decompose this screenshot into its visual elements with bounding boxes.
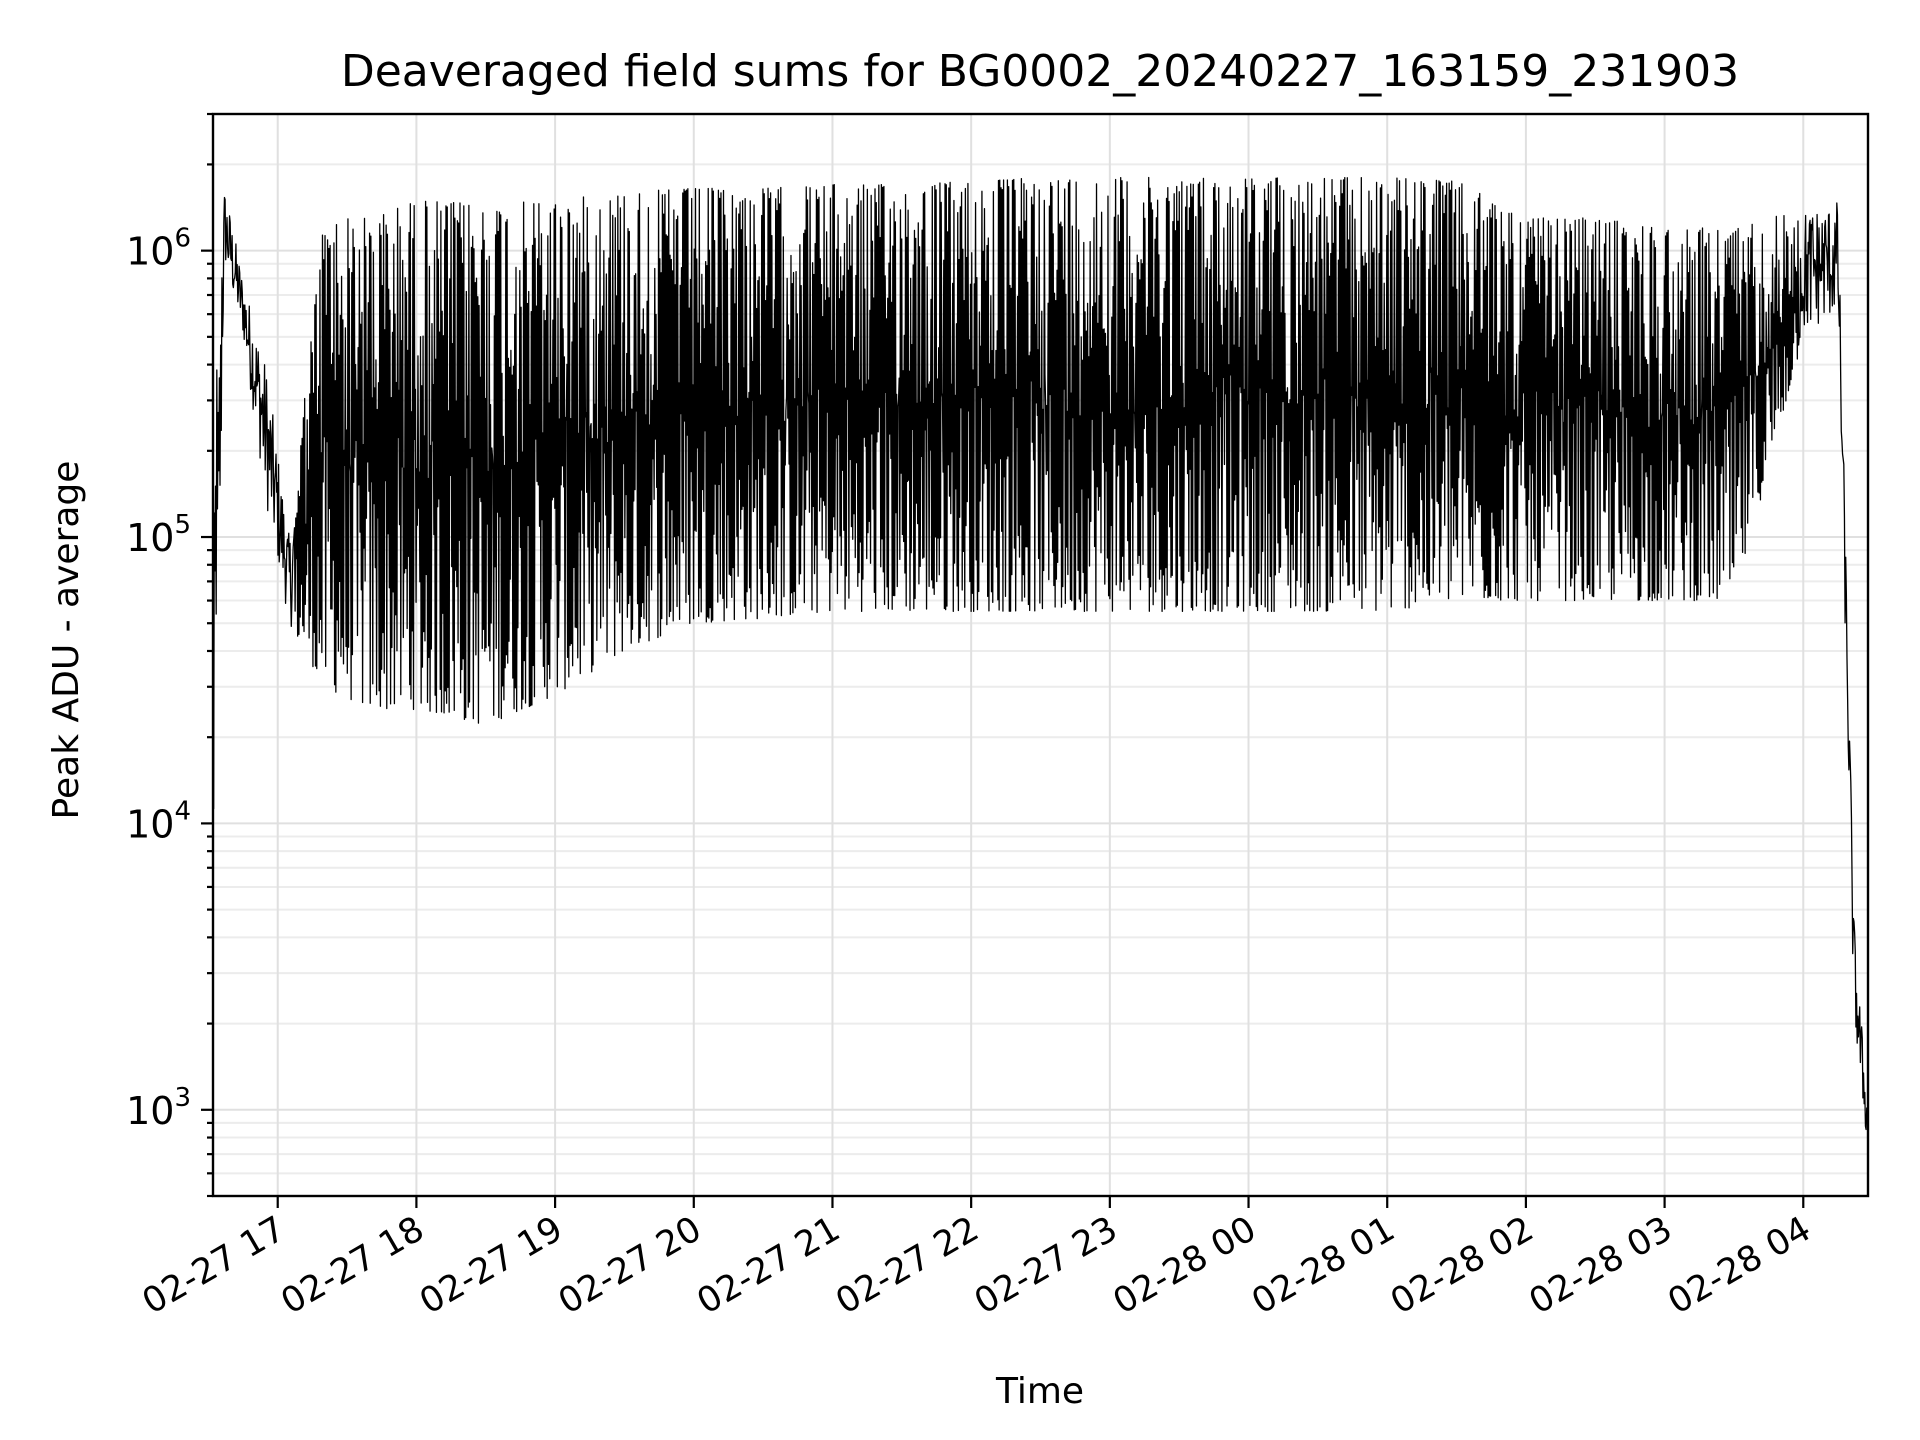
y-tick-label: 104 <box>126 796 191 846</box>
x-tick-label: 02-28 02 <box>1384 1209 1540 1322</box>
x-tick-label: 02-27 22 <box>829 1209 985 1322</box>
x-tick-label: 02-28 00 <box>1107 1209 1263 1322</box>
x-tick-label: 02-28 04 <box>1661 1209 1817 1322</box>
plot-frame <box>211 112 1870 1198</box>
x-tick-label: 02-27 19 <box>413 1209 569 1322</box>
y-axis: 103 104 105 106 <box>126 112 213 1198</box>
y-tick-label: 106 <box>126 224 191 274</box>
y-axis-label: Peak ADU - average <box>46 461 87 820</box>
y-tick-label: 103 <box>126 1083 191 1133</box>
chart-title: Deaveraged field sums for BG0002_2024022… <box>341 46 1739 97</box>
x-tick-label: 02-27 17 <box>136 1209 292 1322</box>
x-tick-label: 02-28 01 <box>1245 1209 1401 1322</box>
x-tick-label: 02-28 03 <box>1523 1209 1679 1322</box>
y-tick-label: 105 <box>126 510 191 560</box>
x-tick-label: 02-27 23 <box>968 1209 1124 1322</box>
x-tick-label: 02-27 21 <box>691 1209 847 1322</box>
data-series <box>212 176 1869 1138</box>
x-tick-label: 02-27 18 <box>275 1209 431 1322</box>
series-line <box>212 176 1869 1138</box>
x-tick-label: 02-27 20 <box>552 1209 708 1322</box>
x-axis-label: Time <box>995 1371 1084 1412</box>
